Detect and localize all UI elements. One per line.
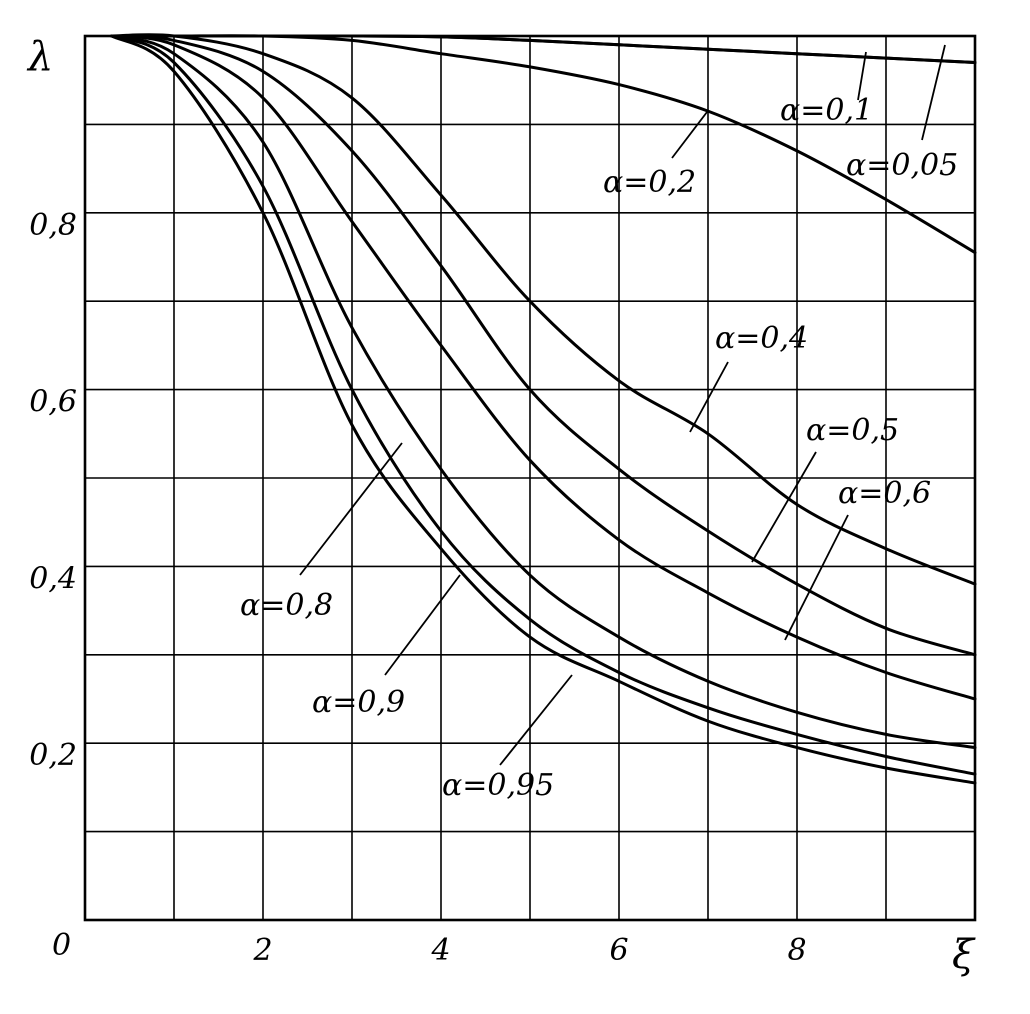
annotation-leader bbox=[857, 51, 867, 101]
annotation-leader bbox=[689, 361, 729, 433]
x-tick-label: 4 bbox=[430, 933, 450, 968]
tick-labels: 2 4 6 8 0,2 0,4 0,6 0,8 bbox=[29, 208, 806, 968]
curve-label: α=0,5 bbox=[806, 413, 899, 448]
series-line-8: α=0,95 bbox=[110, 34, 977, 785]
annotation-leader bbox=[384, 574, 461, 676]
annotation-leaders bbox=[299, 44, 946, 766]
curve-label: α=0,05 bbox=[846, 148, 958, 183]
annotation-leader bbox=[921, 44, 946, 141]
curve-annotations: α=0,1 α=0,05 α=0,2 α=0,4 α=0,5 α=0,6 α=0,8 α=0,… bbox=[240, 93, 958, 803]
plot-frame bbox=[83, 34, 977, 922]
y-tick-label: 0,4 bbox=[29, 561, 77, 596]
origin-label: 0 bbox=[52, 928, 71, 963]
curves: α=0,05α=0,1α=0,2α=0,4α=0,5α=0,6α=0,8α=0,… bbox=[110, 33, 977, 785]
x-axis-label: ξ bbox=[952, 932, 976, 978]
annotation-leader bbox=[299, 442, 403, 576]
curve-label: α=0,9 bbox=[312, 685, 405, 720]
curve-label: α=0,4 bbox=[715, 321, 808, 356]
series-line-4: α=0,5 bbox=[110, 34, 977, 657]
curve-label: α=0,8 bbox=[240, 588, 333, 623]
x-tick-label: 6 bbox=[609, 933, 628, 968]
annotation-leader bbox=[499, 674, 573, 766]
series-line-2: α=0,2 bbox=[110, 34, 977, 255]
series-line-5: α=0,6 bbox=[110, 34, 977, 701]
series-line-3: α=0,4 bbox=[110, 33, 977, 586]
curve-label: α=0,95 bbox=[442, 768, 554, 803]
y-axis-label: λ bbox=[26, 34, 53, 80]
x-tick-label: 2 bbox=[252, 933, 272, 968]
grid bbox=[83, 34, 977, 922]
annotation-leader bbox=[784, 514, 849, 641]
y-tick-label: 0,6 bbox=[29, 385, 77, 420]
y-tick-label: 0,8 bbox=[29, 208, 77, 243]
series-line-6: α=0,8 bbox=[110, 34, 977, 750]
annotation-leader bbox=[671, 111, 708, 159]
annotation-leader bbox=[751, 451, 817, 563]
curve-label: α=0,1 bbox=[780, 93, 873, 128]
curve-label: α=0,6 bbox=[838, 476, 931, 511]
series-line-7: α=0,9 bbox=[110, 34, 977, 776]
curve-label: α=0,2 bbox=[603, 165, 696, 200]
x-tick-label: 8 bbox=[787, 933, 806, 968]
y-tick-label: 0,2 bbox=[29, 738, 77, 773]
